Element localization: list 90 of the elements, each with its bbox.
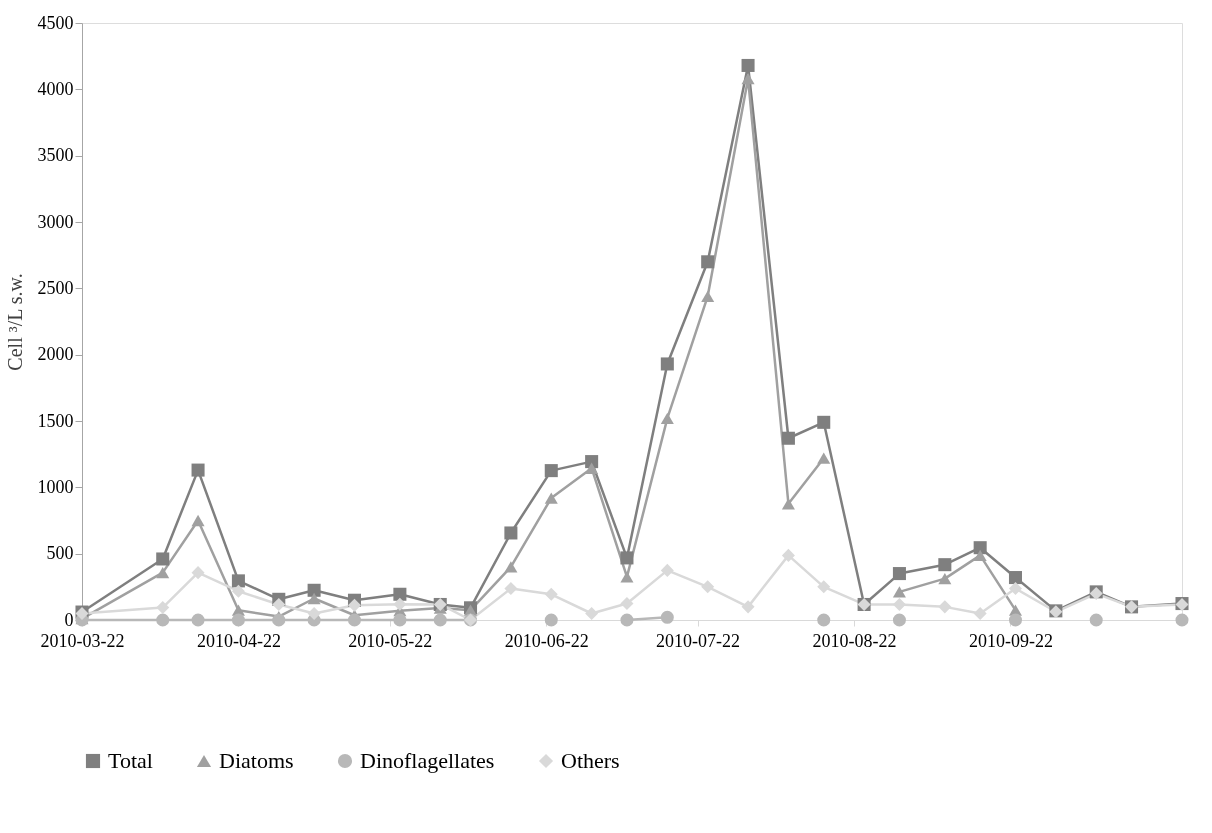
point bbox=[231, 584, 245, 598]
point bbox=[701, 580, 715, 594]
point bbox=[973, 549, 987, 562]
point bbox=[817, 580, 831, 594]
point bbox=[620, 571, 634, 583]
point bbox=[620, 551, 634, 565]
y-tick-label: 1500 bbox=[37, 410, 74, 431]
point bbox=[191, 566, 205, 580]
y-tick-label: 4500 bbox=[37, 12, 74, 33]
point bbox=[156, 566, 170, 579]
point bbox=[393, 613, 407, 627]
y-axis-title: Cell ³/L s.w. bbox=[3, 273, 26, 371]
point bbox=[660, 412, 674, 424]
legend-label: Others bbox=[561, 748, 620, 773]
point bbox=[892, 613, 906, 627]
point bbox=[620, 613, 634, 627]
y-tick-label: 1000 bbox=[37, 476, 74, 497]
point bbox=[191, 613, 205, 627]
point bbox=[585, 606, 599, 621]
point bbox=[781, 498, 795, 510]
point bbox=[741, 58, 755, 72]
x-tick-label: 2010-06-22 bbox=[504, 630, 589, 651]
y-tick-label: 4000 bbox=[37, 78, 74, 99]
point bbox=[504, 582, 518, 596]
point bbox=[191, 463, 205, 477]
x-tick-label: 2010-03-22 bbox=[40, 630, 125, 651]
point bbox=[347, 613, 361, 627]
point bbox=[938, 600, 952, 614]
point bbox=[504, 561, 518, 573]
point bbox=[1008, 571, 1023, 585]
point bbox=[660, 563, 674, 577]
point bbox=[156, 552, 170, 566]
point bbox=[544, 464, 558, 478]
y-tick-label: 500 bbox=[46, 543, 74, 564]
point bbox=[620, 597, 634, 611]
legend-label: Total bbox=[108, 748, 153, 773]
point bbox=[191, 514, 205, 527]
point bbox=[544, 492, 558, 504]
point bbox=[544, 587, 558, 601]
point bbox=[347, 598, 361, 612]
point bbox=[585, 462, 599, 474]
point bbox=[585, 455, 599, 469]
point bbox=[701, 290, 715, 302]
y-tick-label: 0 bbox=[64, 609, 74, 630]
y-tick-label: 2000 bbox=[37, 344, 74, 365]
legend-label: Diatoms bbox=[219, 748, 294, 773]
point bbox=[1008, 613, 1023, 627]
point bbox=[231, 574, 245, 588]
point bbox=[1008, 582, 1023, 596]
point bbox=[1175, 613, 1189, 627]
x-tick-label: 2010-05-22 bbox=[348, 630, 433, 651]
x-tick-label: 2010-04-22 bbox=[196, 630, 281, 651]
point bbox=[504, 526, 518, 540]
point bbox=[307, 592, 321, 605]
point bbox=[817, 613, 831, 627]
point bbox=[741, 73, 755, 85]
point bbox=[156, 601, 170, 615]
point bbox=[817, 452, 831, 464]
y-tick-label: 2500 bbox=[37, 277, 74, 298]
x-tick-label: 2010-07-22 bbox=[656, 630, 741, 651]
point bbox=[660, 610, 674, 624]
point bbox=[938, 572, 952, 585]
point bbox=[892, 597, 906, 611]
point bbox=[660, 357, 674, 371]
point bbox=[892, 567, 906, 581]
point bbox=[1089, 613, 1103, 627]
point bbox=[892, 586, 906, 598]
legend-label: Dinoflagellates bbox=[360, 748, 495, 773]
point bbox=[973, 541, 987, 555]
point bbox=[781, 431, 795, 445]
point bbox=[272, 597, 286, 611]
point bbox=[156, 613, 170, 627]
point bbox=[701, 255, 715, 269]
y-tick-label: 3500 bbox=[37, 145, 74, 166]
point bbox=[272, 613, 286, 627]
point bbox=[817, 415, 831, 429]
point bbox=[741, 600, 755, 614]
point bbox=[307, 583, 321, 597]
point bbox=[781, 548, 795, 562]
point bbox=[231, 613, 245, 627]
point bbox=[393, 587, 407, 601]
point bbox=[393, 597, 407, 611]
x-tick-label: 2010-09-22 bbox=[968, 630, 1053, 651]
y-tick-label: 3000 bbox=[37, 211, 74, 232]
point bbox=[433, 613, 447, 627]
point bbox=[938, 558, 952, 572]
point bbox=[544, 613, 558, 627]
point bbox=[973, 606, 987, 621]
point bbox=[307, 606, 321, 621]
x-tick-label: 2010-08-22 bbox=[812, 630, 897, 651]
